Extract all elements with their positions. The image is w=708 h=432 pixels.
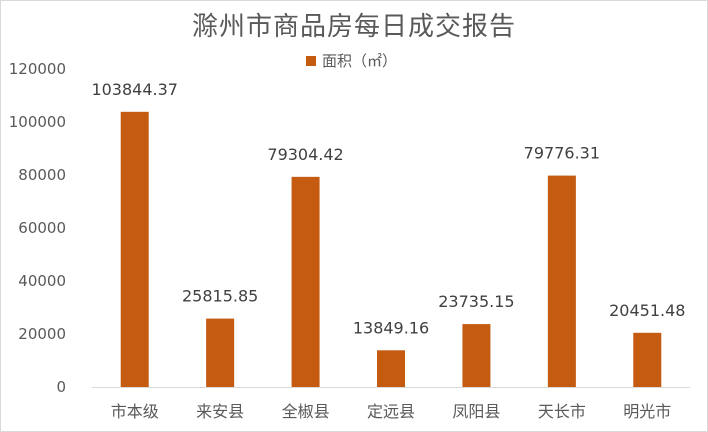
y-tick-label: 40000 [18,272,66,290]
data-label: 13849.16 [353,318,429,337]
data-label: 79776.31 [524,144,600,163]
y-tick-label: 0 [56,378,66,396]
bar [291,176,320,387]
x-tick-label: 天长市 [538,402,586,421]
data-label: 20451.48 [609,301,685,320]
bar [633,332,662,387]
legend-swatch [306,55,316,66]
x-tick-label: 明光市 [623,402,671,421]
x-tick-label: 凤阳县 [452,402,500,421]
x-tick-label: 定远县 [367,402,415,421]
y-tick-label: 100000 [9,113,66,131]
y-tick-label: 120000 [9,60,66,78]
y-tick-label: 20000 [18,325,66,343]
y-tick-label: 60000 [18,219,66,237]
bar [547,175,576,387]
x-tick-label: 来安县 [196,402,244,421]
legend-label: 面积（㎡） [322,52,398,70]
y-tick-label: 80000 [18,166,66,184]
x-tick-label: 市本级 [111,402,159,421]
bar [120,111,149,388]
data-label: 25815.85 [182,287,258,306]
data-label: 103844.37 [91,80,178,99]
bar [206,318,235,387]
chart-title: 滁州市商品房每日成交报告 [191,12,516,42]
bar [377,350,405,387]
data-label: 79304.42 [267,145,343,164]
x-tick-label: 全椒县 [282,402,330,421]
data-label: 23735.15 [438,292,514,311]
legend: 面积（㎡） [306,50,397,71]
bar [462,324,491,387]
